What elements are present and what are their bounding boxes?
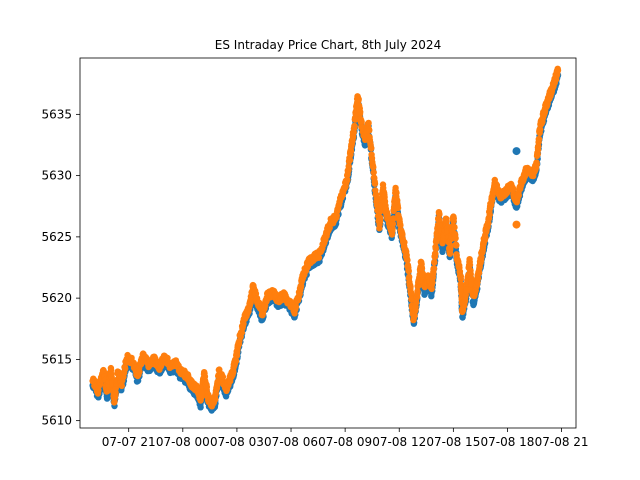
data-point bbox=[401, 239, 408, 246]
data-point bbox=[554, 67, 562, 74]
data-point bbox=[509, 186, 517, 193]
data-point bbox=[368, 145, 375, 152]
x-axis: 07-07 21 07-08 00 07-08 03 07-08 06 07-08 09… bbox=[102, 428, 589, 449]
x-tick-label: 07-08 18 bbox=[480, 435, 534, 449]
data-point bbox=[389, 220, 397, 227]
data-point bbox=[292, 303, 300, 311]
data-point bbox=[537, 126, 544, 133]
data-point bbox=[346, 156, 354, 164]
data-point bbox=[232, 358, 240, 365]
data-point bbox=[373, 195, 380, 202]
y-tick-label: 5615 bbox=[41, 352, 72, 366]
data-points bbox=[89, 65, 562, 414]
data-point bbox=[351, 123, 358, 130]
data-point bbox=[393, 189, 400, 197]
data-point bbox=[466, 261, 474, 269]
chart-title: ES Intraday Price Chart, 8th July 2024 bbox=[215, 38, 441, 52]
data-point bbox=[370, 169, 377, 176]
data-point bbox=[203, 383, 211, 391]
data-point bbox=[345, 163, 352, 170]
data-point bbox=[352, 116, 359, 123]
data-point bbox=[457, 273, 464, 280]
data-point bbox=[404, 256, 411, 264]
outlier-point bbox=[512, 220, 521, 229]
y-tick-label: 5625 bbox=[41, 230, 72, 244]
x-tick-label: 07-08 03 bbox=[210, 435, 264, 449]
data-point bbox=[118, 382, 126, 390]
data-point bbox=[136, 368, 143, 375]
outlier-point bbox=[512, 147, 521, 156]
data-point bbox=[432, 245, 439, 252]
data-point bbox=[361, 142, 369, 149]
data-point bbox=[212, 396, 219, 403]
x-tick-label: 07-07 21 bbox=[102, 435, 156, 449]
plot-area-frame bbox=[79, 57, 577, 429]
data-point bbox=[414, 288, 421, 295]
data-point bbox=[219, 373, 227, 381]
data-point bbox=[397, 222, 404, 229]
data-point bbox=[104, 387, 111, 395]
data-point bbox=[406, 273, 413, 281]
data-point bbox=[347, 147, 355, 155]
x-tick-label: 07-08 09 bbox=[318, 435, 372, 449]
data-point bbox=[482, 234, 489, 241]
data-point bbox=[366, 127, 373, 134]
data-point bbox=[355, 96, 362, 103]
y-tick-label: 5630 bbox=[41, 169, 72, 183]
data-point bbox=[450, 215, 457, 222]
y-tick-label: 5610 bbox=[41, 414, 72, 428]
data-point bbox=[428, 285, 435, 293]
data-point bbox=[431, 259, 438, 266]
data-point bbox=[122, 365, 129, 372]
data-point bbox=[358, 118, 365, 126]
data-point bbox=[315, 254, 323, 261]
series-2-points bbox=[89, 65, 562, 410]
data-point bbox=[451, 224, 458, 231]
data-point bbox=[475, 275, 482, 282]
data-point bbox=[344, 176, 351, 184]
x-tick-label: 07-08 15 bbox=[426, 435, 480, 449]
data-point bbox=[247, 299, 254, 307]
y-tick-label: 5620 bbox=[41, 291, 72, 305]
data-point bbox=[390, 215, 397, 222]
y-axis: 5610 5615 5620 5625 5630 5635 bbox=[41, 107, 80, 428]
data-point bbox=[365, 119, 372, 127]
data-point bbox=[486, 211, 493, 218]
data-point bbox=[443, 217, 450, 225]
data-point bbox=[453, 242, 460, 249]
data-point bbox=[377, 215, 384, 223]
data-point bbox=[240, 320, 247, 328]
data-point bbox=[405, 267, 412, 275]
data-point bbox=[432, 250, 439, 257]
data-point bbox=[463, 286, 470, 294]
data-point bbox=[370, 164, 377, 171]
data-point bbox=[394, 204, 402, 212]
x-tick-label: 07-08 12 bbox=[372, 435, 426, 449]
data-point bbox=[535, 135, 543, 143]
x-tick-label: 07-08 00 bbox=[156, 435, 210, 449]
data-point bbox=[452, 235, 459, 242]
data-point bbox=[411, 312, 418, 319]
data-point bbox=[447, 242, 454, 249]
x-tick-label: 07-08 21 bbox=[535, 435, 589, 449]
data-point bbox=[418, 265, 426, 272]
x-tick-label: 07-08 06 bbox=[264, 435, 318, 449]
data-point bbox=[407, 283, 414, 290]
data-point bbox=[436, 211, 443, 218]
data-point bbox=[252, 290, 260, 297]
data-point bbox=[389, 225, 396, 233]
y-tick-label: 5635 bbox=[41, 107, 72, 121]
data-point bbox=[371, 180, 379, 187]
data-point bbox=[533, 161, 540, 168]
data-point bbox=[515, 192, 522, 199]
data-point bbox=[357, 108, 364, 116]
data-point bbox=[430, 265, 438, 272]
data-point bbox=[475, 269, 483, 277]
data-point bbox=[197, 404, 204, 411]
